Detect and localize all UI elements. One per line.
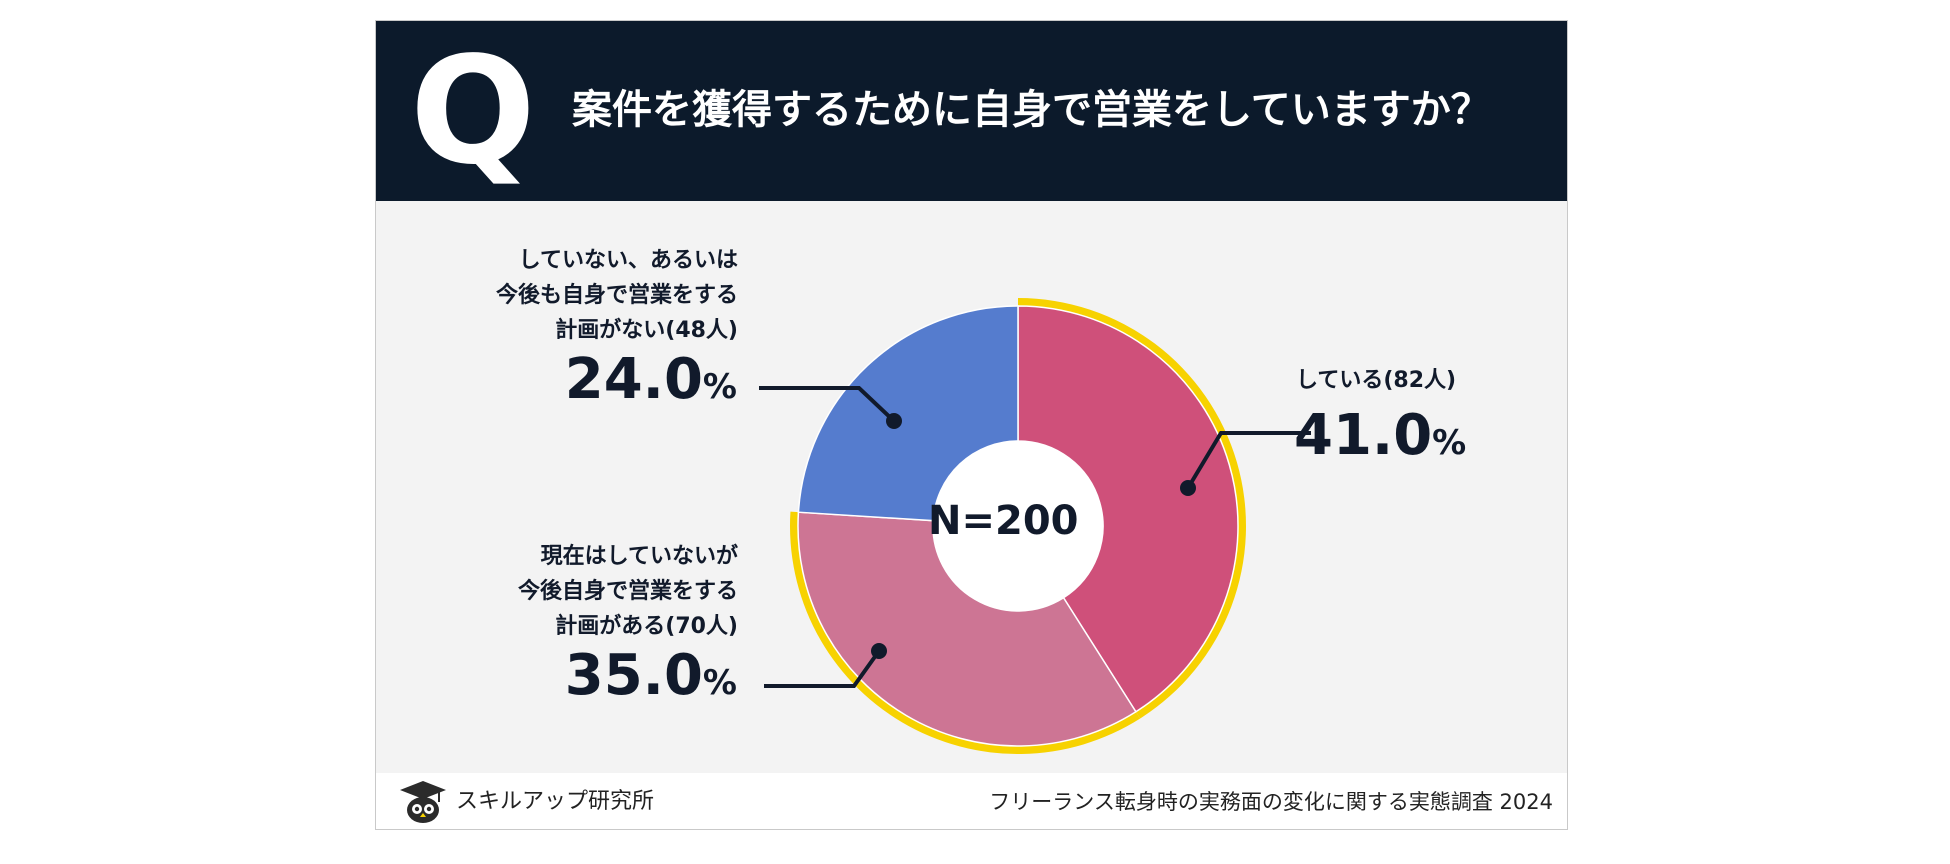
slice-value-planned-unit: % (702, 663, 737, 703)
slice-value-planned-number: 35.0 (564, 643, 703, 708)
slice-label-yes: している(82人) (1296, 368, 1457, 393)
slice-value-no-unit: % (702, 367, 737, 407)
leader-dot-yes (1180, 480, 1196, 496)
question-header: Q 案件を獲得するために自身で営業をしていますか？ (376, 21, 1567, 201)
slice-label-planned: 現在はしていないが 今後自身で営業をする 計画がある(70人) (517, 544, 738, 639)
leader-dot-no (886, 413, 902, 429)
slice-label-no: していない、あるいは 今後も自身で営業をする 計画がない(48人) (495, 248, 738, 343)
footer: スキルアップ研究所 フリーランス転身時の実務面の変化に関する実態調査 2024 (376, 773, 1567, 829)
survey-caption: フリーランス転身時の実務面の変化に関する実態調査 2024 (989, 790, 1553, 814)
leader-line-planned (764, 649, 881, 688)
donut-hole (933, 441, 1103, 611)
q-mark-logo: Q (410, 25, 536, 197)
slice-value-planned: 35.0% (565, 643, 737, 708)
infographic-card: Q 案件を獲得するために自身で営業をしていますか？ N=200 している(82人… (375, 20, 1568, 830)
slice-value-yes-number: 41.0 (1294, 403, 1433, 468)
sample-size-label: N=200 (928, 498, 1079, 544)
slice-value-no-number: 24.0 (564, 347, 703, 412)
question-title: 案件を獲得するために自身で営業をしていますか？ (572, 87, 1491, 133)
owl-graduate-icon (400, 781, 446, 823)
slice-value-no: 24.0% (565, 347, 737, 412)
leader-dot-planned (871, 643, 887, 659)
slice-value-yes: 41.0% (1294, 403, 1466, 468)
brand-name: スキルアップ研究所 (456, 789, 655, 814)
slice-value-yes-unit: % (1432, 423, 1467, 463)
leader-line-yes (1186, 431, 1311, 490)
donut-chart (759, 298, 1311, 754)
leader-line-no (759, 386, 896, 423)
